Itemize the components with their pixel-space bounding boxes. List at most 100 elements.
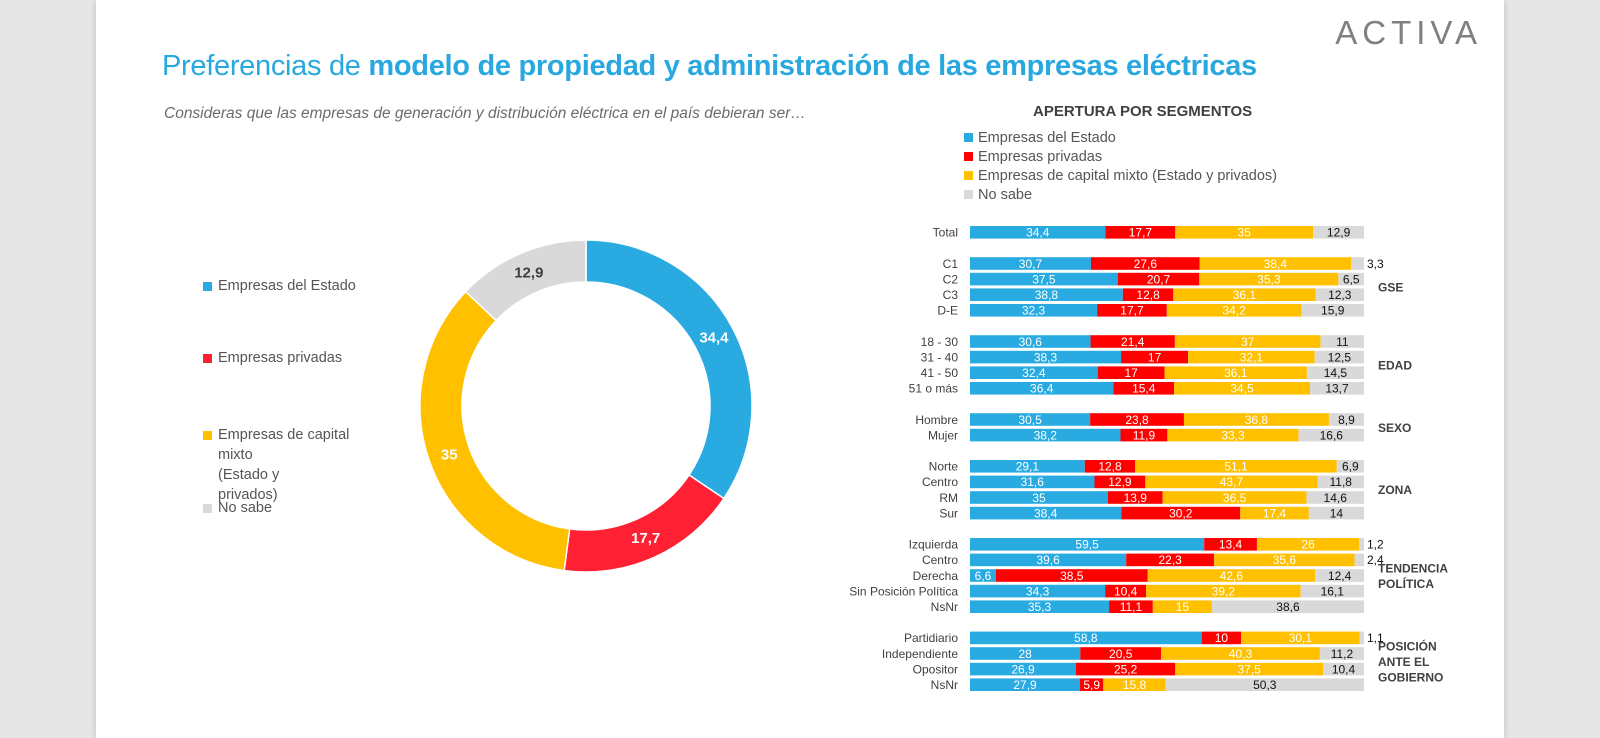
bar-row-label: Hombre xyxy=(915,413,958,427)
bar-value-label: 37 xyxy=(1241,335,1255,349)
bar-segment xyxy=(1090,335,1175,348)
bar-value-label: 38,4 xyxy=(1264,257,1288,271)
bar-value-label: 6,6 xyxy=(975,569,992,583)
bar-segment xyxy=(970,304,1098,317)
bar-row-label: Total xyxy=(933,226,958,240)
bar-row-label: Derecha xyxy=(913,569,959,583)
bar-value-label: 32,3 xyxy=(1022,304,1046,318)
bar-segment xyxy=(1097,304,1167,317)
bar-value-label: 16,1 xyxy=(1321,584,1345,598)
bar-segment xyxy=(1174,335,1321,348)
bar-segment xyxy=(1090,413,1184,426)
bar-segment xyxy=(1306,491,1364,504)
bar-value-label: 32,1 xyxy=(1240,350,1264,364)
bar-row-label: 31 - 40 xyxy=(921,350,959,364)
bar-segment xyxy=(1310,382,1364,395)
bar-segment xyxy=(1122,288,1174,301)
bar-segment xyxy=(1103,678,1166,691)
bar-row-label: Centro xyxy=(922,553,958,567)
title-plain: Preferencias de xyxy=(162,50,361,82)
bar-segment xyxy=(1161,647,1320,660)
bar-value-label: 15 xyxy=(1176,600,1190,614)
bar-segment xyxy=(1306,366,1364,379)
bar-value-label: 13,7 xyxy=(1325,382,1349,396)
donut-legend-label: No sabe xyxy=(218,500,273,516)
bar-segment xyxy=(1117,272,1200,286)
bar-value-label: 6,5 xyxy=(1343,272,1360,286)
donut-legend-item-0: Empresas del Estado xyxy=(203,276,373,296)
segments-legend-item-1: Empresas privadas xyxy=(964,147,1277,166)
bar-row-label: C1 xyxy=(943,257,959,271)
bar-segment xyxy=(970,460,1085,473)
bar-segment xyxy=(1320,335,1364,348)
bar-segment xyxy=(1145,475,1318,489)
bar-segment xyxy=(1201,631,1242,645)
segment-group-label: EDAD xyxy=(1378,358,1412,372)
bar-row-label: Mujer xyxy=(928,428,958,442)
bar-value-label: 26,9 xyxy=(1011,662,1035,676)
bar-value-label: 14,6 xyxy=(1324,491,1348,505)
bar-segment xyxy=(970,506,1122,520)
bar-segment xyxy=(1090,257,1200,270)
segments-legend-label: No sabe xyxy=(978,186,1033,203)
bar-segment xyxy=(970,538,1205,551)
bar-value-label: 36,8 xyxy=(1245,413,1269,427)
bar-row-label: Opositor xyxy=(913,662,958,676)
title-bold: modelo de propiedad y administración de … xyxy=(368,50,1257,82)
bar-segment xyxy=(1199,272,1339,286)
bar-segment xyxy=(1147,569,1316,582)
bar-value-label: 13,4 xyxy=(1219,538,1243,552)
bar-value-label: 43,7 xyxy=(1220,475,1244,489)
segments-title: APERTURA POR SEGMENTOS xyxy=(1033,103,1253,120)
bar-segment xyxy=(1323,662,1364,676)
bar-segment xyxy=(1317,475,1364,489)
bar-value-label: 12,3 xyxy=(1328,288,1352,302)
segment-group-label: ANTE EL xyxy=(1378,655,1429,669)
donut-legend-item-3: No sabe xyxy=(203,498,373,518)
bar-segment xyxy=(970,600,1110,613)
donut-legend-item-1: Empresas privadas xyxy=(203,348,373,368)
legend-swatch xyxy=(203,504,212,513)
bar-value-label: 36,1 xyxy=(1224,366,1248,380)
bar-row-label: Izquierda xyxy=(909,538,959,552)
bar-value-label: 12,9 xyxy=(1327,226,1351,240)
bar-segment xyxy=(970,569,996,582)
bar-segment xyxy=(970,257,1091,270)
bar-row-label: Independiente xyxy=(882,647,958,661)
donut-slice-0 xyxy=(585,239,753,500)
bar-row-label: Centro xyxy=(922,475,958,489)
bar-value-label: 20,7 xyxy=(1147,272,1171,286)
bar-segment xyxy=(1256,538,1360,551)
legend-swatch xyxy=(203,282,212,291)
bar-value-label: 58,8 xyxy=(1074,631,1098,645)
donut-slice-2 xyxy=(419,290,571,572)
bar-segment xyxy=(1183,413,1329,426)
bar-value-label: 30,2 xyxy=(1169,506,1193,520)
bar-value-label: 12,4 xyxy=(1328,569,1352,583)
bar-segment xyxy=(1359,631,1364,645)
bar-segment xyxy=(1313,226,1364,239)
bar-value-label: 23,8 xyxy=(1125,413,1149,427)
bar-value-label: 50,3 xyxy=(1253,678,1277,692)
bar-value-label: 34,3 xyxy=(1026,584,1050,598)
bar-value-label: 6,9 xyxy=(1342,460,1359,474)
donut-chart: 34,4 17,7 35 12,9 xyxy=(419,239,753,573)
bar-value-label: 38,4 xyxy=(1034,506,1058,520)
bar-value-label: 30,7 xyxy=(1019,257,1043,271)
bar-segment xyxy=(1175,226,1314,239)
legend-swatch xyxy=(964,133,973,142)
legend-swatch xyxy=(203,431,212,440)
bar-value-label: 17,7 xyxy=(1120,304,1144,318)
bar-segment xyxy=(1075,662,1176,676)
bar-value-label: 35,6 xyxy=(1273,553,1297,567)
donut-legend-label: Empresas privadas xyxy=(218,350,343,366)
segments-legend-item-0: Empresas del Estado xyxy=(964,128,1277,147)
donut-legend-label: Empresas del Estado xyxy=(218,278,356,294)
bar-row-label: Sur xyxy=(939,506,958,520)
segments-legend-item-2: Empresas de capital mixto (Estado y priv… xyxy=(964,166,1277,185)
bar-segment xyxy=(1188,350,1315,364)
bar-segment xyxy=(970,662,1076,676)
activa-logo: ACTIVA xyxy=(1335,14,1482,51)
bar-value-label: 11,1 xyxy=(1120,600,1143,614)
legend-swatch xyxy=(964,152,973,161)
